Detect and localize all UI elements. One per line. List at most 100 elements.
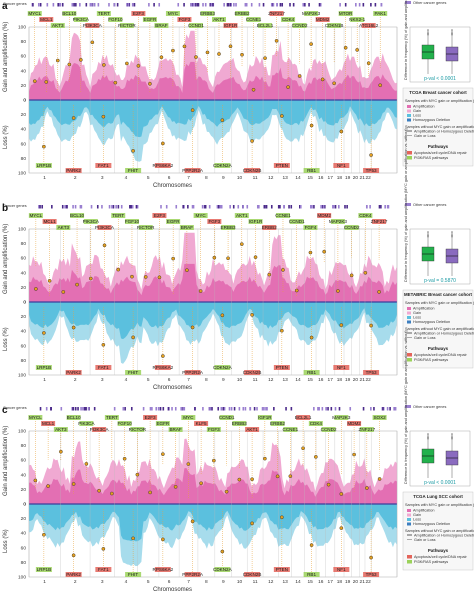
legend-swatch — [407, 114, 411, 117]
chromosome-label: 10 — [237, 377, 243, 383]
gene-label: MAP2K3 — [302, 11, 321, 16]
gene-tag — [70, 213, 85, 218]
gene-point — [185, 268, 189, 272]
chromosome-label: 1 — [43, 579, 46, 585]
gain-tick-label: 60 — [21, 54, 27, 60]
gene-label: CCNE1 — [246, 17, 262, 22]
other-genes-swatch — [405, 203, 411, 206]
legend-without: Samples without MYC gain or amplificatio… — [405, 125, 474, 129]
gene-tag — [258, 23, 273, 28]
gene-tag — [246, 17, 261, 22]
cancer-gene-tick — [230, 407, 233, 411]
cancer-gene-tick — [120, 205, 123, 209]
gain-tick-label: 20 — [21, 285, 27, 291]
cancer-gene-tick — [233, 3, 235, 7]
gene-tag — [108, 17, 123, 22]
gene-point — [101, 547, 106, 551]
chromosome-label: 9 — [222, 175, 225, 181]
gene-tag — [28, 213, 43, 218]
legend-with: Samples with MYC gain or amplification (… — [405, 503, 474, 507]
cancer-gene-tick — [80, 205, 83, 209]
cancer-gene-tick — [382, 407, 384, 411]
gain-tick-label: 20 — [21, 83, 27, 89]
cancer-gene-tick — [232, 205, 235, 209]
cancer-gene-tick — [131, 205, 134, 209]
gene-tag — [219, 415, 234, 420]
chromosome-label: 12 — [268, 579, 274, 585]
gene-point — [226, 256, 230, 261]
track-label: Cancer genes — [3, 406, 27, 410]
gene-point — [220, 118, 225, 122]
outlier-point — [427, 437, 429, 440]
pathway-label: Apoptosis/cell cycle/DNA repair — [414, 555, 467, 559]
gene-point — [173, 485, 178, 489]
gene-point — [349, 273, 354, 278]
gene-tag — [321, 427, 336, 432]
gene-point — [294, 288, 299, 293]
chromosome-label: 17 — [328, 175, 334, 181]
gene-point — [88, 276, 93, 281]
gene-label: CCND1 — [289, 219, 305, 224]
gene-point — [250, 477, 254, 482]
gene-point — [326, 482, 331, 487]
gain-tick-label: 40 — [21, 270, 27, 276]
cancer-gene-tick — [167, 407, 170, 411]
outlier-point — [451, 437, 453, 440]
gene-tag — [303, 572, 320, 577]
cancer-gene-tick — [183, 407, 186, 411]
gene-point — [267, 272, 272, 277]
cancer-gene-tick — [313, 407, 315, 411]
chromosome-label: 16 — [318, 377, 324, 383]
gene-tag — [327, 23, 342, 28]
loss-tick-label: 20 — [21, 112, 27, 118]
gene-tag — [333, 567, 350, 572]
pathway-swatch — [407, 555, 412, 559]
panel-letter: c — [2, 405, 8, 416]
cancer-gene-tick — [32, 3, 34, 7]
cancer-gene-tick — [50, 407, 52, 411]
cancer-gene-tick — [116, 3, 119, 7]
gene-point — [286, 85, 290, 89]
gene-point — [161, 354, 165, 358]
cancer-gene-tick — [211, 407, 213, 411]
gene-label: ERBB2 — [234, 11, 250, 16]
gain-axis-title: Gain and amplification (%) — [3, 426, 9, 496]
cancer-gene-tick — [237, 205, 240, 209]
gene-tag — [244, 572, 261, 577]
boxplot-frame — [409, 26, 471, 83]
gene-label: FGF10 — [117, 421, 132, 426]
gene-tag — [27, 11, 42, 16]
cancer-gene-tick — [283, 205, 285, 209]
gene-label: PTEN — [276, 365, 288, 370]
legend-item: Loss — [413, 518, 421, 522]
cancer-gene-tick — [175, 205, 178, 209]
cancer-gene-tick — [389, 407, 391, 411]
gene-label: TP53 — [366, 168, 377, 173]
gene-tag — [333, 365, 350, 370]
gene-point — [365, 486, 369, 490]
gene-point — [44, 80, 49, 84]
cancer-gene-tick — [290, 407, 293, 411]
gene-point — [212, 255, 217, 260]
panel-letter: b — [2, 203, 8, 214]
cancer-gene-tick — [93, 407, 96, 411]
cancer-gene-tick — [272, 3, 275, 7]
gain-tick-label: 80 — [21, 39, 27, 45]
gene-label: MTOR — [339, 11, 353, 16]
cancer-gene-tick — [130, 407, 133, 411]
cancer-gene-tick — [60, 407, 63, 411]
gene-label: MDM2 — [347, 421, 361, 426]
cancer-gene-tick — [355, 3, 357, 7]
loss-tick-label: 100 — [18, 575, 26, 581]
gene-point — [90, 40, 95, 45]
cancer-gene-tick — [129, 205, 132, 209]
gene-point — [301, 446, 305, 451]
cancer-gene-tick — [270, 3, 273, 7]
cancer-gene-tick — [162, 407, 165, 411]
cancer-gene-tick — [235, 3, 237, 7]
chromosome-label: 2 — [74, 579, 77, 585]
loss-tick-label: 100 — [18, 373, 26, 379]
gene-label: PI3K3CA — [90, 427, 110, 432]
cancer-gene-tick — [325, 407, 328, 411]
cancer-gene-tick — [349, 407, 352, 411]
